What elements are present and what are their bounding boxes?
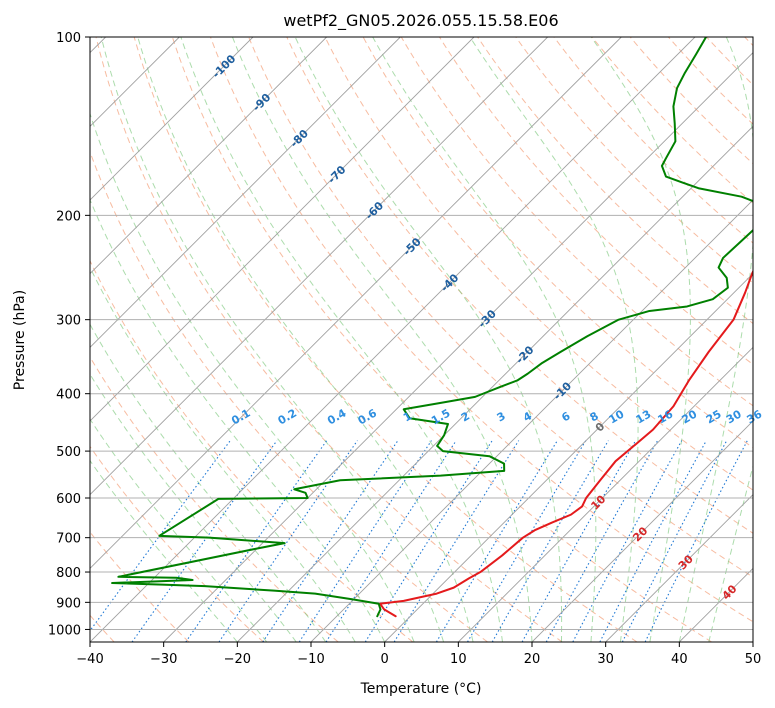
moist-adiabat-line	[137, 37, 474, 642]
x-tick-label: 10	[450, 652, 467, 667]
x-tick-label: 20	[524, 652, 541, 667]
mixing-ratio-line	[131, 440, 278, 642]
plot-frame	[89, 36, 754, 643]
mixing-ratio-line	[90, 440, 231, 632]
isotherm-line	[90, 37, 475, 422]
moist-adiabat-line	[180, 37, 504, 642]
y-tick-label: 600	[56, 492, 81, 507]
moist-adiabat-line	[100, 37, 445, 642]
moist-adiabat-line	[708, 464, 753, 642]
x-tick-label: 40	[671, 652, 688, 667]
mixing-ratio-line	[218, 440, 358, 642]
moist-adiabat-line	[469, 37, 639, 642]
mixing-ratio-line	[393, 440, 520, 642]
moist-adiabat-line	[231, 37, 533, 642]
mixing-ratio-line	[621, 440, 728, 642]
chart-title: wetPf2_GN05.2026.055.15.58.E06	[283, 11, 558, 31]
mixing-ratio-line	[298, 440, 432, 642]
moist-adiabat-line	[90, 459, 238, 642]
isotherm-line	[237, 125, 753, 642]
dry-adiabat-line	[324, 37, 753, 491]
isotherm-line	[384, 273, 753, 642]
mixing-ratio-line	[521, 440, 637, 642]
dry-adiabat-line	[90, 445, 264, 642]
isotherm-line	[90, 37, 327, 275]
y-tick-label: 100	[56, 31, 81, 46]
isotherm-line	[90, 37, 696, 642]
isotherm-line	[458, 346, 753, 642]
dry-adiabat-line	[629, 37, 753, 165]
isotherm-line	[531, 420, 753, 642]
y-tick-label: 800	[56, 566, 81, 581]
isotherm-line	[90, 37, 622, 569]
dry-adiabat-line	[591, 37, 753, 204]
x-axis-ticks: −40 −30 −20 −10 0 10 20 30 40 50	[76, 642, 761, 667]
moist-adiabat-line	[90, 198, 386, 642]
moist-adiabat-line	[90, 373, 297, 642]
mixing-ratio-line	[435, 440, 558, 642]
mixing-ratio-line	[467, 440, 587, 642]
dry-adiabat-line	[248, 37, 753, 578]
mixing-ratio-line	[185, 440, 328, 642]
x-tick-label: 50	[745, 652, 762, 667]
dry-adiabat-line	[95, 37, 563, 642]
isotherm-line	[90, 37, 254, 201]
isotherm-line	[605, 494, 753, 642]
y-tick-label: 400	[56, 388, 81, 403]
isotherm-line	[90, 37, 401, 348]
dry-adiabat-line	[133, 37, 638, 642]
isotherm-line	[310, 199, 753, 642]
mixing-ratio-line	[644, 440, 748, 642]
dry-adiabat-line	[400, 37, 753, 407]
x-tick-label: 0	[381, 652, 389, 667]
dry-adiabat-line	[90, 259, 414, 642]
temperature-profile-line	[379, 269, 753, 618]
y-tick-label: 500	[56, 445, 81, 460]
y-tick-label: 200	[56, 209, 81, 224]
plot-area	[90, 37, 753, 642]
x-tick-label: 30	[597, 652, 614, 667]
moist-adiabat-line	[90, 418, 268, 642]
y-tick-label: 1000	[48, 623, 81, 638]
x-tick-label: −40	[76, 652, 103, 667]
y-tick-label: 300	[56, 314, 81, 329]
dry-adiabat-line	[171, 37, 712, 642]
x-tick-label: −30	[150, 652, 177, 667]
mixing-ratio-line	[262, 440, 399, 642]
dewpoint-profile-line	[111, 37, 753, 618]
mixing-ratio-line	[599, 440, 707, 642]
dry-adiabat-line	[515, 37, 753, 284]
x-axis-label: Temperature (°C)	[360, 681, 482, 697]
y-axis-label: Pressure (hPa)	[12, 290, 28, 390]
moist-adiabats	[90, 37, 753, 642]
y-tick-label: 900	[56, 596, 81, 611]
moist-adiabat-line	[294, 37, 563, 642]
mixing-ratio-lines	[90, 440, 748, 642]
dry-adiabat-line	[477, 37, 753, 325]
moist-adiabat-line	[90, 266, 356, 642]
moist-adiabat-line	[678, 37, 753, 642]
y-axis-ticks: 100 200 300 400 500 600 700 800 900 1000	[48, 31, 90, 638]
x-tick-label: −20	[224, 652, 251, 667]
x-tick-label: −10	[297, 652, 324, 667]
moist-adiabat-line	[590, 37, 691, 642]
moist-adiabat-line	[90, 112, 415, 642]
mixing-ratio-line	[491, 440, 609, 642]
y-tick-label: 700	[56, 532, 81, 547]
isotherm-line	[90, 37, 548, 496]
moist-adiabat-line	[90, 323, 327, 642]
sounding-series	[111, 37, 753, 618]
